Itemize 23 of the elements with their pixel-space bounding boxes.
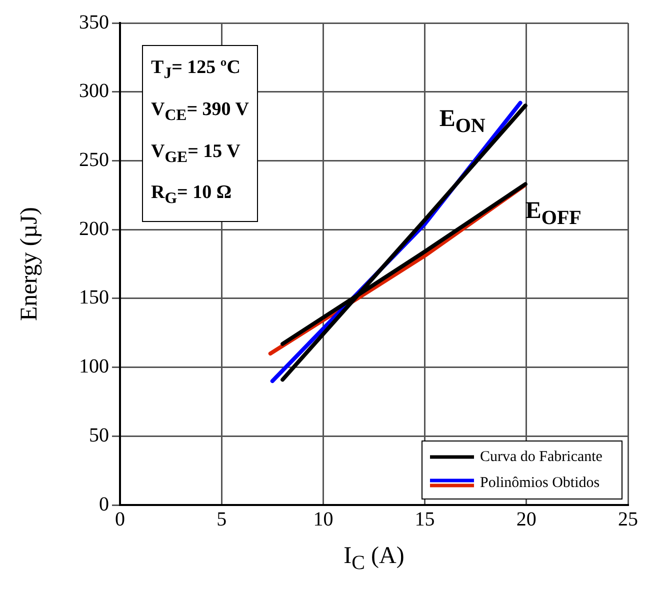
y-tick-label: 50 [89,424,109,446]
annotation: R$_{G}$= 10 Ω [151,181,233,210]
y-tick-label: 150 [79,286,109,309]
legend-label: Polinômios Obtidos [480,474,600,491]
y-tick-label: 250 [79,148,109,171]
annotation: V$_{CE}$= 390 V [151,98,249,126]
y-tick-label: 0 [99,493,109,516]
x-tick-label: 10 [313,508,334,530]
y-tick-label: 300 [79,80,109,102]
y-axis-title: Energy (µJ) [16,206,44,322]
y-tick-label: 100 [79,356,109,378]
x-tick-label: 20 [516,508,536,530]
y-tick-label: 200 [79,218,109,240]
annotation: V$_{GE}$= 15 V [151,140,242,168]
annotation: E$_{ON}$ [439,106,486,138]
y-tick-label: 350 [79,11,109,34]
x-axis-title: I$_{C}$ (A) [344,543,404,575]
x-tick-label: 25 [618,508,638,530]
x-tick-label: 0 [115,508,125,530]
annotation: T$_{J}$= 125 ºC [151,56,242,84]
x-tick-label: 15 [414,508,435,530]
legend-label: Curva do Fabricante [480,448,603,465]
x-tick-label: 5 [216,508,227,530]
